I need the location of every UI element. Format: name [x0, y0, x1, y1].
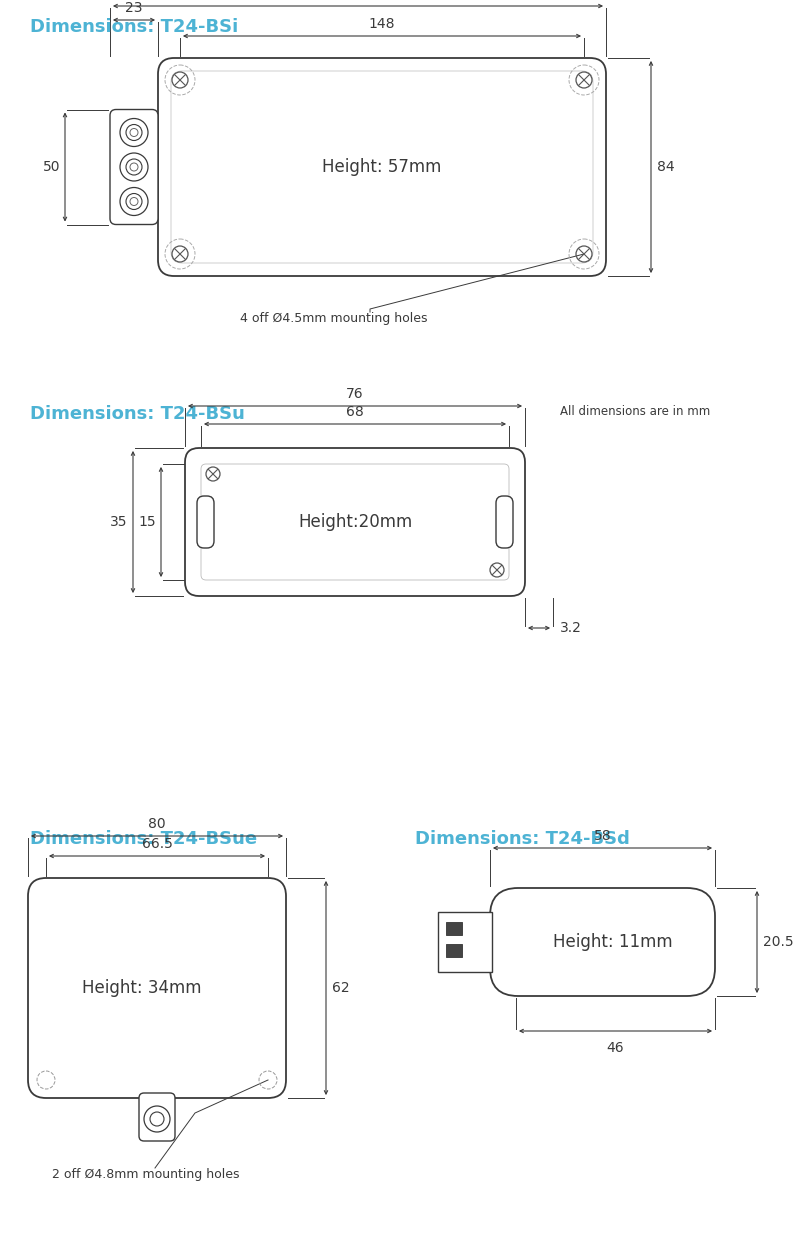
Text: 15: 15 [138, 515, 156, 529]
FancyBboxPatch shape [446, 944, 462, 957]
Text: 68: 68 [346, 405, 364, 419]
Text: Dimensions: T24-BSu: Dimensions: T24-BSu [30, 405, 245, 423]
FancyBboxPatch shape [139, 1093, 175, 1140]
Text: 2 off Ø4.8mm mounting holes: 2 off Ø4.8mm mounting holes [52, 1168, 239, 1181]
Text: 35: 35 [110, 515, 127, 529]
FancyBboxPatch shape [446, 922, 462, 934]
Text: 84: 84 [657, 160, 674, 174]
Text: 3.2: 3.2 [560, 620, 582, 635]
Text: All dimensions are in mm: All dimensions are in mm [560, 405, 710, 418]
Text: 66.5: 66.5 [142, 836, 173, 851]
FancyBboxPatch shape [110, 109, 158, 225]
FancyBboxPatch shape [158, 58, 606, 276]
Text: 76: 76 [346, 387, 364, 401]
Text: Height: 57mm: Height: 57mm [322, 158, 442, 176]
Text: 62: 62 [332, 980, 350, 995]
FancyBboxPatch shape [490, 889, 715, 997]
FancyBboxPatch shape [438, 912, 492, 972]
Text: 80: 80 [148, 817, 166, 831]
Text: Height:20mm: Height:20mm [298, 513, 412, 531]
Text: Dimensions: T24-BSd: Dimensions: T24-BSd [415, 830, 630, 848]
Text: Height: 11mm: Height: 11mm [553, 933, 672, 951]
FancyBboxPatch shape [185, 448, 525, 596]
Text: 58: 58 [594, 829, 611, 843]
FancyBboxPatch shape [496, 496, 513, 549]
Text: 148: 148 [369, 17, 395, 31]
FancyBboxPatch shape [197, 496, 214, 549]
FancyBboxPatch shape [28, 877, 286, 1098]
Text: 50: 50 [42, 160, 60, 174]
Text: 4 off Ø4.5mm mounting holes: 4 off Ø4.5mm mounting holes [240, 311, 427, 325]
Text: Dimensions: T24-BSue: Dimensions: T24-BSue [30, 830, 257, 848]
Text: Dimensions: T24-BSi: Dimensions: T24-BSi [30, 19, 238, 36]
Text: Height: 34mm: Height: 34mm [82, 979, 202, 997]
Text: 20.5: 20.5 [763, 934, 794, 949]
Text: 23: 23 [126, 1, 142, 15]
Text: 46: 46 [606, 1041, 624, 1055]
